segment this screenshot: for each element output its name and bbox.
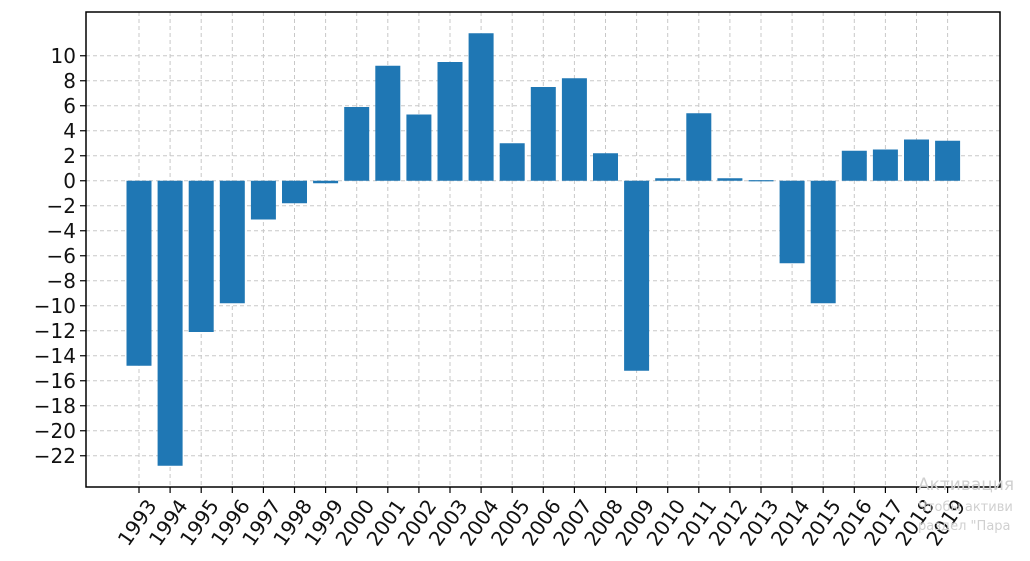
- bar-2014: [779, 180, 805, 264]
- y-tick-label: −22: [34, 444, 76, 468]
- bar-2009: [624, 180, 650, 371]
- bar-2010: [655, 178, 681, 181]
- bars: [126, 33, 961, 466]
- x-axis: 1993199419951996199719981999200020012002…: [113, 487, 970, 550]
- bar-1995: [188, 180, 214, 332]
- y-tick-label: −12: [34, 319, 76, 343]
- bar-1994: [157, 180, 183, 466]
- watermark-line-1: Активация: [918, 475, 1014, 495]
- bar-2011: [686, 113, 712, 181]
- bar-2017: [872, 149, 898, 181]
- bar-2001: [375, 65, 401, 181]
- bar-2008: [593, 153, 618, 181]
- bar-2007: [561, 78, 587, 181]
- bar-2006: [530, 87, 556, 181]
- y-tick-label: −18: [34, 394, 76, 418]
- bar-2012: [717, 178, 743, 181]
- y-tick-label: −8: [47, 269, 76, 293]
- y-tick-label: −16: [34, 369, 76, 393]
- bar-2002: [406, 114, 432, 181]
- y-tick-label: −2: [47, 194, 76, 218]
- y-tick-label: −4: [47, 219, 76, 243]
- y-tick-label: 8: [63, 69, 76, 93]
- y-tick-label: −6: [47, 244, 76, 268]
- watermark: Активация Чтобы активи раздел "Пара: [918, 475, 1014, 534]
- y-tick-label: −14: [34, 344, 76, 368]
- bar-2004: [468, 33, 494, 181]
- bar-1993: [126, 180, 152, 366]
- bar-2013: [748, 180, 774, 182]
- y-tick-label: −10: [34, 294, 76, 318]
- bar-2018: [904, 139, 929, 181]
- bar-2016: [841, 150, 867, 181]
- bar-2019: [935, 140, 961, 181]
- bar-1996: [219, 180, 245, 304]
- y-tick-label: −20: [34, 419, 76, 443]
- watermark-line-2: Чтобы активи: [918, 500, 1013, 515]
- bar-2005: [499, 143, 525, 181]
- bar-2000: [344, 107, 370, 181]
- y-tick-label: 6: [63, 94, 76, 118]
- bar-1999: [313, 180, 339, 184]
- bar-1997: [250, 180, 276, 220]
- bar-2015: [810, 180, 836, 304]
- y-tick-label: 2: [63, 144, 76, 168]
- y-tick-label: 10: [51, 44, 76, 68]
- bar-2003: [437, 62, 463, 181]
- bar-1998: [282, 180, 307, 204]
- y-tick-label: 0: [63, 169, 76, 193]
- watermark-line-3: раздел "Пара: [918, 519, 1011, 534]
- y-tick-label: 4: [63, 119, 76, 143]
